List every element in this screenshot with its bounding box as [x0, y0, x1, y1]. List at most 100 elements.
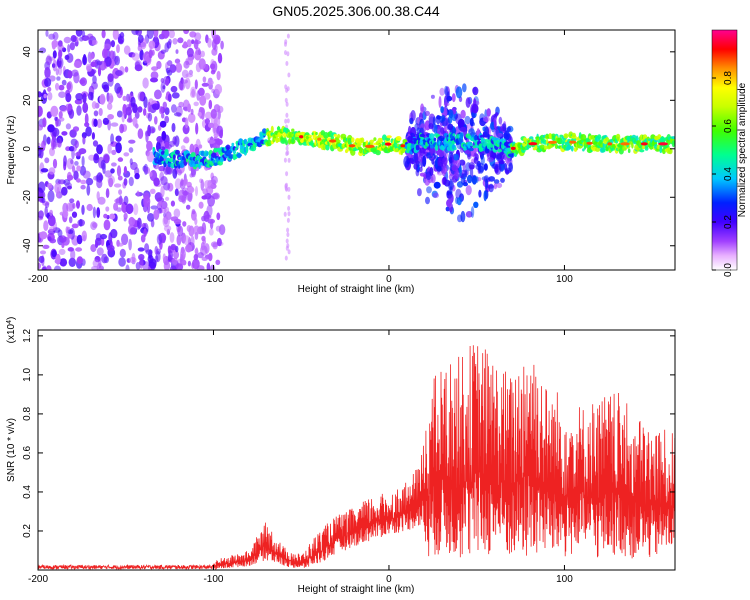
spectrogram-noise-blob — [146, 151, 155, 163]
spectrogram-peak-blob — [317, 137, 322, 141]
spectrogram-noise-blob — [63, 36, 72, 44]
spectrogram-noise-blob — [117, 175, 123, 181]
spectrogram-noise-blob — [195, 122, 199, 135]
spectrogram-scatter-blob — [471, 175, 477, 185]
snr-marks — [38, 345, 675, 570]
spectrogram-scatter-blob — [493, 179, 500, 184]
spectrogram-noise-blob — [109, 50, 115, 60]
spectrogram-scatter-blob — [433, 181, 441, 189]
spectrogram-noise-blob — [92, 259, 100, 268]
spectrogram-ridge-blob — [347, 137, 352, 145]
spectrogram-noise-blob — [159, 106, 164, 115]
spectrogram-ridge-blob — [459, 132, 464, 139]
spectrogram-noise-blob — [113, 202, 119, 211]
spectrogram-noise-blob — [123, 195, 129, 206]
spectrogram-noise-blob — [201, 82, 209, 87]
x-tick-label: -100 — [203, 574, 223, 585]
spectrogram-noise-blob — [82, 102, 89, 114]
spectrogram-peak-blob — [586, 141, 593, 145]
spectrogram-noise-blob — [119, 123, 124, 134]
spectrogram-ridge-blob — [474, 134, 478, 141]
spectrogram-noise-blob — [207, 139, 216, 144]
spectrogram-noise-blob — [172, 168, 178, 179]
spectrogram-noise-blob — [123, 212, 128, 220]
spectrogram-ridge-blob — [386, 135, 392, 139]
spectrogram-noise-blob — [38, 262, 41, 269]
spectrogram-noise-blob — [72, 144, 77, 152]
spectrogram-noise-blob — [134, 172, 140, 180]
spectrogram-faint-blob — [283, 211, 287, 217]
spectrogram-noise-blob — [210, 264, 216, 270]
spectrogram-noise-blob — [102, 117, 109, 125]
spectrogram-noise-blob — [68, 257, 77, 267]
spectrogram-noise-blob — [48, 167, 56, 175]
spectrogram-noise-blob — [125, 264, 130, 270]
spectrogram-noise-blob — [56, 56, 64, 69]
spectrogram-noise-blob — [100, 237, 105, 247]
spectrogram-ridge-blob — [276, 126, 281, 131]
spectrogram-noise-blob — [113, 183, 122, 188]
spectrogram-scatter-blob — [442, 156, 448, 165]
spectrogram-scatter-blob — [488, 176, 495, 182]
spectrogram-scatter-blob — [446, 95, 453, 102]
spectrogram-ridge-blob — [270, 125, 274, 133]
spectrogram-noise-blob — [58, 248, 66, 255]
spectrogram-noise-blob — [68, 216, 73, 224]
spectrogram-x-label: Height of straight line (km) — [298, 284, 415, 295]
spectrogram-noise-blob — [206, 262, 211, 270]
spectrogram-scatter-blob — [499, 126, 503, 132]
spectrogram-noise-blob — [118, 189, 123, 195]
spectrogram-noise-blob — [182, 221, 187, 227]
spectrogram-noise-blob — [140, 234, 146, 243]
spectrogram-noise-blob — [207, 179, 213, 189]
spectrogram-scatter-blob — [495, 154, 502, 160]
spectrogram-noise-blob — [128, 238, 132, 251]
spectrogram-noise-blob — [91, 39, 98, 46]
spectrogram-scatter-blob — [505, 169, 510, 175]
spectrogram-noise-blob — [214, 36, 220, 45]
spectrogram-scatter-blob — [469, 117, 474, 127]
spectrogram-scatter-blob — [487, 184, 495, 189]
spectrogram-noise-blob — [52, 50, 57, 59]
spectrogram-noise-blob — [210, 175, 218, 185]
spectrogram-peak-blob — [607, 142, 613, 146]
spectrogram-peak-blob — [299, 135, 304, 139]
spectrogram-noise-blob — [45, 55, 52, 66]
spectrogram-noise-blob — [65, 92, 72, 103]
spectrogram-noise-blob — [177, 169, 182, 176]
spectrogram-ridge-blob — [419, 133, 425, 138]
snr-x-ticks: -200 -100 0 100 — [28, 330, 573, 585]
spectrogram-noise-blob — [100, 159, 106, 170]
spectrogram-noise-blob — [202, 188, 208, 195]
spectrogram-noise-blob — [146, 30, 154, 39]
spectrogram-scatter-blob — [462, 182, 468, 187]
spectrogram-ridge-blob — [489, 144, 495, 148]
spectrogram-ridge-blob — [631, 142, 634, 149]
spectrogram-noise-blob — [116, 44, 120, 54]
spectrogram-noise-blob — [150, 188, 156, 194]
spectrogram-scatter-blob — [430, 148, 437, 154]
spectrogram-faint-blob — [285, 245, 289, 251]
spectrogram-noise-blob — [200, 50, 206, 58]
spectrogram-ridge-blob — [323, 132, 329, 139]
spectrogram-ridge-blob — [641, 145, 646, 150]
spectrogram-scatter-blob — [460, 109, 466, 119]
spectrogram-scatter-blob — [432, 116, 436, 125]
spectrogram-noise-blob — [147, 101, 151, 113]
spectrogram-noise-blob — [189, 143, 195, 154]
spectrogram-ridge-blob — [351, 137, 355, 143]
spectrogram-noise-blob — [200, 179, 205, 191]
spectrogram-noise-blob — [82, 136, 86, 145]
spectrogram-peak-blob — [384, 142, 392, 146]
spectrogram-noise-blob — [107, 143, 112, 154]
spectrogram-ridge-blob — [595, 147, 601, 152]
spectrogram-noise-blob — [156, 60, 162, 70]
spectrogram-noise-blob — [193, 225, 200, 236]
spectrogram-noise-blob — [90, 61, 96, 67]
spectrogram-ridge-blob — [602, 148, 606, 153]
spectrogram-ridge-blob — [360, 137, 365, 143]
spectrogram-noise-blob — [42, 265, 47, 270]
spectrogram-noise-blob — [79, 77, 87, 87]
spectrogram-ridge-blob — [571, 132, 576, 138]
spectrogram-noise-blob — [182, 106, 189, 111]
